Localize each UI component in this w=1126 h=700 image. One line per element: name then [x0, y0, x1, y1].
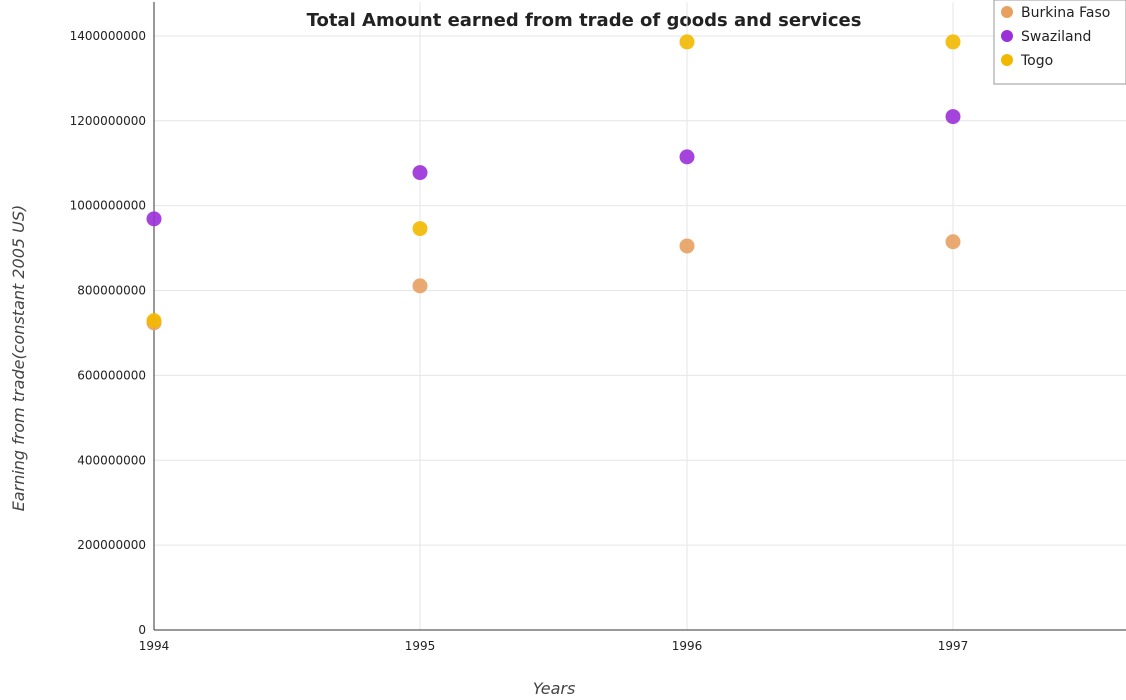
x-axis-label: Years — [533, 679, 576, 698]
y-tick-label: 1000000000 — [70, 199, 146, 213]
legend: Burkina Faso Swaziland Togo — [993, 0, 1126, 85]
legend-box — [993, 0, 1126, 85]
point-togo-1997 — [945, 34, 961, 50]
point-burkina-faso-1995 — [412, 278, 428, 294]
y-tick-label: 1400000000 — [70, 29, 146, 43]
legend-label-swaziland: Swaziland — [1021, 29, 1091, 45]
point-swaziland-1996 — [679, 149, 695, 165]
x-tick-label: 1995 — [405, 639, 436, 653]
y-tick-label: 400000000 — [77, 453, 146, 467]
grid — [153, 2, 1126, 631]
point-swaziland-1997 — [945, 109, 961, 125]
y-tick-label: 600000000 — [77, 368, 146, 382]
legend-marker-burkina-faso — [1001, 6, 1013, 18]
point-togo-1994 — [146, 313, 162, 329]
x-tick-label: 1996 — [672, 639, 703, 653]
chart-title: Total Amount earned from trade of goods … — [307, 10, 862, 31]
legend-label-togo: Togo — [1020, 53, 1053, 69]
y-tick-label: 0 — [138, 623, 146, 637]
y-tick-label: 1200000000 — [70, 114, 146, 128]
x-tick-label: 1994 — [139, 639, 170, 653]
point-burkina-faso-1997 — [945, 234, 961, 250]
point-burkina-faso-1996 — [679, 238, 695, 254]
axes: 0 200000000 400000000 600000000 800000000 100… — [70, 2, 1126, 653]
data-points — [146, 34, 961, 331]
point-togo-1996 — [679, 34, 695, 50]
legend-label-burkina-faso: Burkina Faso — [1021, 5, 1110, 21]
legend-marker-swaziland — [1001, 30, 1013, 42]
legend-marker-togo — [1001, 54, 1013, 66]
point-swaziland-1994 — [146, 211, 162, 227]
y-tick-label: 200000000 — [77, 538, 146, 552]
point-swaziland-1995 — [412, 165, 428, 181]
point-togo-1995 — [412, 221, 428, 237]
y-axis-label: Earning from trade(constant 2005 US) — [9, 205, 28, 512]
x-tick-label: 1997 — [938, 639, 969, 653]
y-tick-label: 800000000 — [77, 284, 146, 298]
